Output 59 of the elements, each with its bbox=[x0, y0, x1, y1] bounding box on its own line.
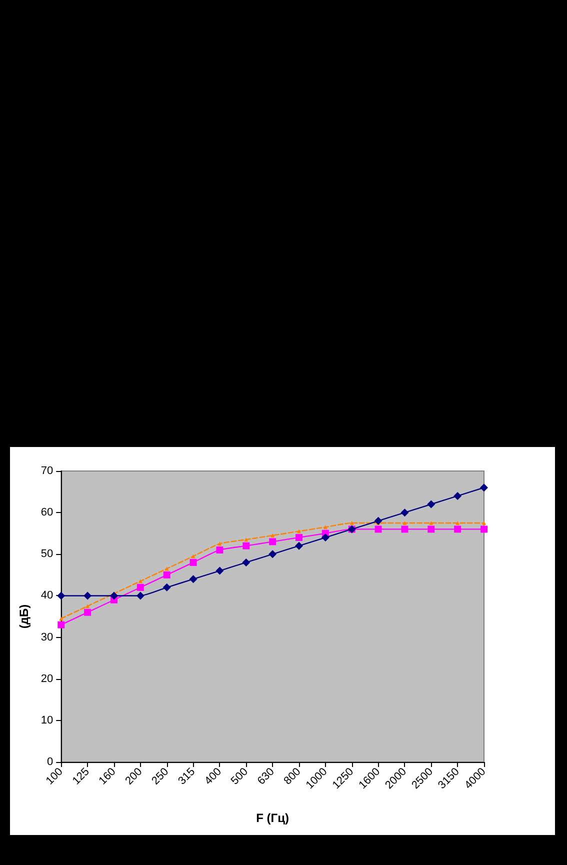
x-tick-label: 400 bbox=[202, 766, 224, 788]
x-tick-label: 250 bbox=[150, 766, 172, 788]
point bbox=[402, 520, 407, 525]
point bbox=[242, 542, 250, 550]
x-tick-label: 800 bbox=[282, 766, 304, 788]
y-tick-label: 40 bbox=[40, 590, 54, 602]
point bbox=[374, 516, 382, 525]
point bbox=[454, 492, 462, 500]
point bbox=[321, 534, 330, 542]
point bbox=[374, 526, 382, 533]
point bbox=[216, 566, 224, 575]
point bbox=[58, 621, 65, 628]
point bbox=[427, 500, 436, 508]
point bbox=[190, 558, 197, 566]
y-tick-label: 50 bbox=[40, 548, 54, 560]
y-tick-label: 20 bbox=[40, 672, 54, 685]
point bbox=[429, 520, 434, 525]
point bbox=[242, 558, 250, 566]
point bbox=[84, 592, 92, 600]
point bbox=[400, 508, 409, 517]
y-axis-title: (дБ) bbox=[17, 604, 31, 629]
point bbox=[270, 533, 275, 538]
x-tick-label: 200 bbox=[123, 766, 145, 788]
point bbox=[482, 520, 486, 525]
x-axis-title: F (Гц) bbox=[256, 811, 289, 825]
y-tick-label: 10 bbox=[40, 714, 54, 726]
point bbox=[216, 546, 224, 554]
x-tick-label: 160 bbox=[96, 766, 118, 788]
point bbox=[86, 604, 90, 608]
point bbox=[162, 583, 171, 592]
x-tick-label: 100 bbox=[44, 766, 66, 788]
x-tick-label: 125 bbox=[70, 766, 92, 788]
point bbox=[84, 608, 92, 616]
x-tick-label: 500 bbox=[228, 766, 250, 788]
point bbox=[456, 520, 460, 525]
x-tick-label: 315 bbox=[176, 766, 198, 788]
y-tick-label: 60 bbox=[40, 506, 54, 519]
point bbox=[136, 584, 144, 591]
point bbox=[454, 526, 462, 533]
y-tick-label: 30 bbox=[40, 631, 54, 644]
point bbox=[294, 542, 303, 550]
point bbox=[480, 484, 488, 492]
point bbox=[189, 575, 198, 584]
point bbox=[268, 550, 277, 558]
y-tick-label: 0 bbox=[47, 756, 54, 768]
x-tick-label: 630 bbox=[255, 766, 277, 788]
y-tick-label: 70 bbox=[40, 465, 54, 477]
point bbox=[218, 542, 222, 546]
point bbox=[163, 571, 170, 578]
point bbox=[350, 520, 354, 525]
point bbox=[401, 526, 408, 533]
point bbox=[295, 534, 302, 542]
point bbox=[480, 526, 488, 533]
point bbox=[296, 529, 301, 534]
point bbox=[269, 538, 276, 546]
point bbox=[57, 592, 66, 600]
point bbox=[136, 592, 144, 600]
point bbox=[428, 526, 435, 533]
point bbox=[110, 592, 118, 600]
